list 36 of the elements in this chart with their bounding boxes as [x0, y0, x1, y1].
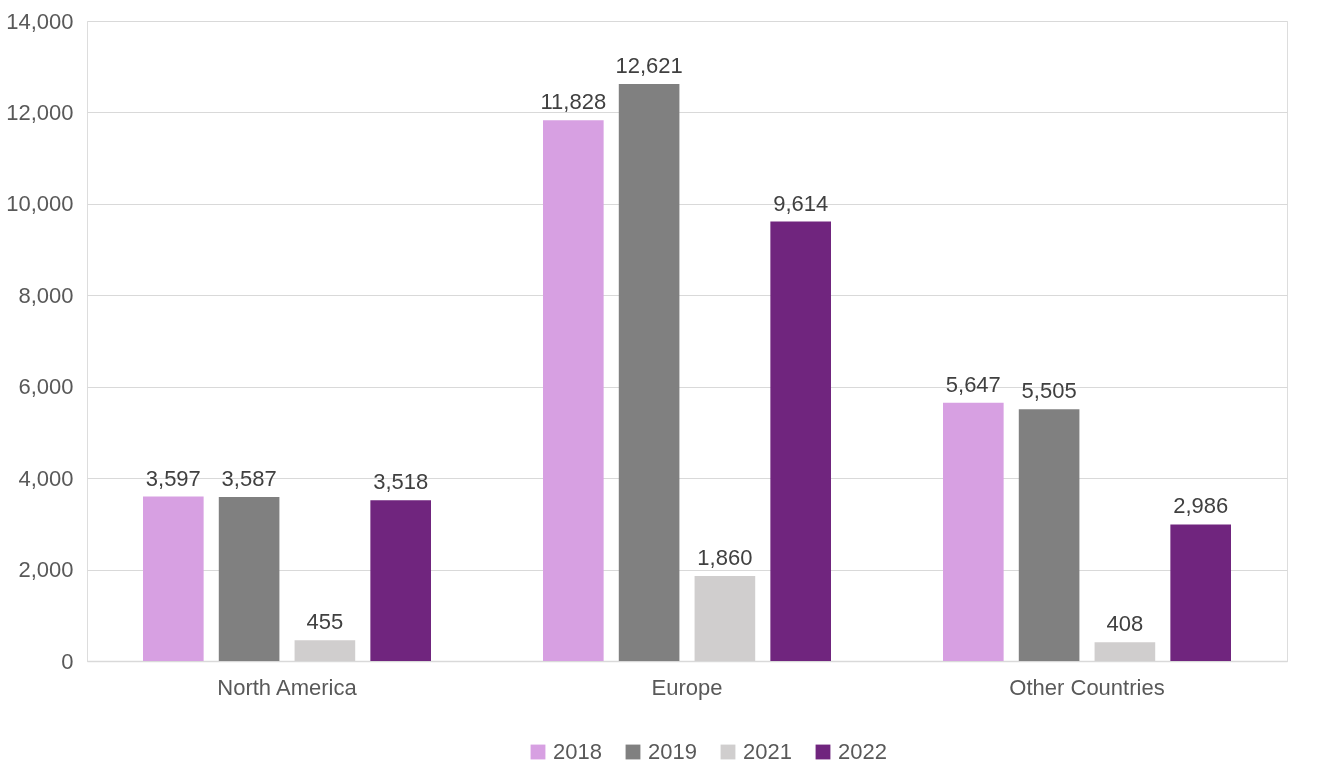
bar	[218, 497, 280, 661]
y-tick-label: 10,000	[6, 191, 74, 217]
data-label: 5,505	[1021, 378, 1077, 404]
bar	[1018, 409, 1080, 661]
y-tick-label: 6,000	[18, 374, 74, 400]
x-tick-label: Europe	[651, 674, 723, 700]
x-tick-label: North America	[217, 674, 358, 700]
bar	[770, 221, 831, 661]
data-label: 9,614	[773, 190, 829, 216]
bar	[943, 402, 1004, 661]
data-label: 408	[1106, 611, 1144, 637]
bar	[543, 120, 604, 661]
data-label: 3,587	[221, 466, 277, 492]
data-label: 2,986	[1173, 493, 1229, 519]
data-label: 1,860	[697, 544, 753, 570]
legend-label: 2021	[743, 739, 792, 764]
data-label: 3,518	[373, 469, 429, 495]
bar	[1170, 524, 1231, 661]
x-tick-label: Other Countries	[1009, 674, 1165, 700]
bar	[143, 496, 204, 661]
data-label: 12,621	[615, 53, 683, 79]
bar	[618, 84, 680, 661]
data-label: 5,647	[945, 371, 1001, 397]
legend-label: 2019	[648, 739, 697, 764]
bar	[370, 500, 431, 661]
data-label: 11,828	[540, 89, 607, 115]
y-tick-label: 2,000	[18, 557, 74, 583]
y-tick-label: 12,000	[6, 99, 74, 125]
legend-label: 2018	[553, 739, 602, 764]
legend-label: 2022	[838, 739, 887, 764]
y-tick-label: 8,000	[18, 282, 74, 308]
y-tick-label: 0	[61, 648, 74, 674]
y-tick-label: 4,000	[18, 465, 74, 491]
y-tick-label: 14,000	[6, 8, 74, 34]
data-label: 3,597	[145, 465, 201, 491]
data-label: 455	[306, 609, 344, 635]
